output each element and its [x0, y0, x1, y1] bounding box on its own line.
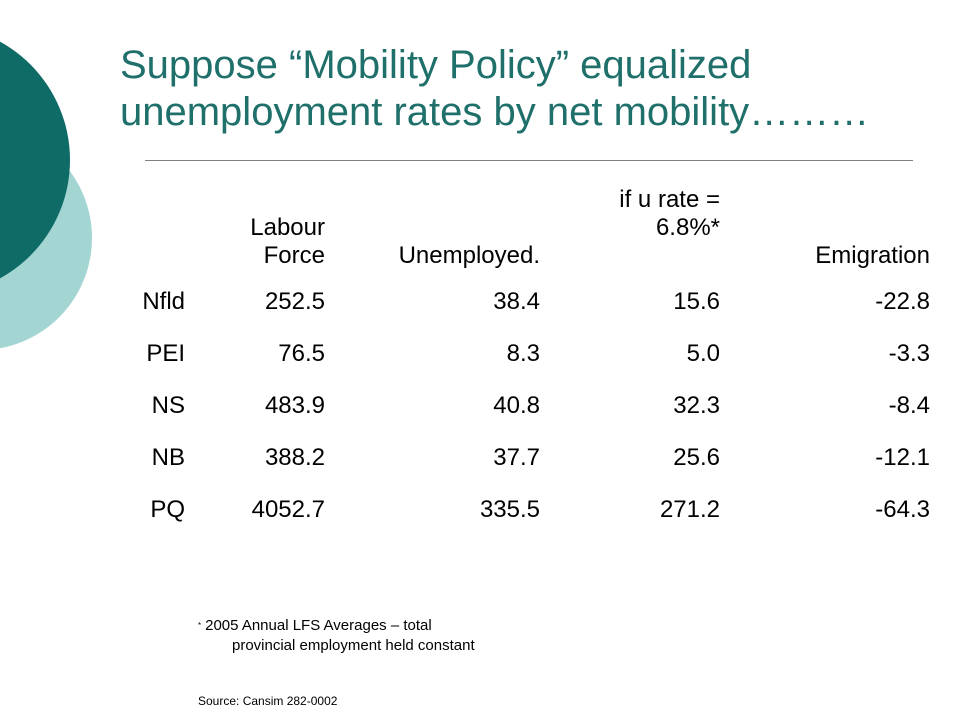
table-row: PQ 4052.7 335.5 271.2 -64.3 — [95, 484, 930, 536]
table-row: NB 388.2 37.7 25.6 -12.1 — [95, 432, 930, 484]
header-labour-force: Labour Force — [185, 186, 325, 276]
table-row: Nfld 252.5 38.4 15.6 -22.8 — [95, 276, 930, 328]
cell-labour-force: 483.9 — [264, 392, 325, 419]
cell-unemployed: 335.5 — [479, 496, 540, 523]
cell-emigration: -3.3 — [888, 340, 930, 367]
cell-region: NS — [151, 392, 185, 419]
title-divider — [145, 160, 913, 161]
cell-labour-force: 388.2 — [264, 444, 325, 471]
cell-emigration: -12.1 — [875, 444, 930, 471]
source-note: Source: Cansim 282-0002 — [198, 694, 338, 708]
cell-labour-force: 252.5 — [264, 288, 325, 315]
cell-unemployed: 38.4 — [493, 288, 540, 315]
cell-if-rate: 32.3 — [673, 392, 720, 419]
header-if-rate: if u rate = 6.8%* — [540, 186, 720, 276]
cell-labour-force: 4052.7 — [251, 496, 325, 523]
header-labour-force-line2: Force — [263, 242, 325, 269]
cell-region: PQ — [150, 496, 185, 523]
header-emigration: Emigration — [815, 242, 930, 269]
header-labour-force-line1: Labour — [250, 214, 325, 241]
cell-emigration: -64.3 — [875, 496, 930, 523]
header-region — [95, 186, 185, 276]
cell-region: NB — [151, 444, 185, 471]
cell-if-rate: 5.0 — [686, 340, 720, 367]
footnote-line2: provincial employment held constant — [232, 637, 475, 654]
cell-region: PEI — [146, 340, 185, 367]
cell-labour-force: 76.5 — [278, 340, 325, 367]
cell-region: Nfld — [142, 288, 185, 315]
cell-emigration: -22.8 — [875, 288, 930, 315]
cell-if-rate: 25.6 — [673, 444, 720, 471]
cell-if-rate: 271.2 — [659, 496, 720, 523]
header-row: Labour Force Unemployed. if u rate = 6.8… — [95, 186, 930, 276]
cell-unemployed: 40.8 — [493, 392, 540, 419]
cell-unemployed: 37.7 — [493, 444, 540, 471]
cell-if-rate: 15.6 — [673, 288, 720, 315]
table-row: NS 483.9 40.8 32.3 -8.4 — [95, 380, 930, 432]
table-row: PEI 76.5 8.3 5.0 -3.3 — [95, 328, 930, 380]
cell-emigration: -8.4 — [888, 392, 930, 419]
slide-title: Suppose “Mobility Policy” equalized unem… — [120, 43, 870, 134]
footnote: * 2005 Annual LFS Averages – total provin… — [198, 616, 475, 656]
header-if-rate-line2: 6.8%* — [655, 214, 720, 241]
dark-teal-circle — [0, 41, 70, 279]
cell-unemployed: 8.3 — [506, 340, 540, 367]
data-table: Labour Force Unemployed. if u rate = 6.8… — [95, 186, 930, 536]
footnote-line1: 2005 Annual LFS Averages – total — [205, 617, 432, 634]
header-unemployed: Unemployed. — [398, 242, 540, 269]
decorative-circles — [0, 0, 120, 420]
header-if-rate-line1: if u rate = — [619, 186, 720, 213]
footnote-asterisk: * — [198, 621, 202, 630]
